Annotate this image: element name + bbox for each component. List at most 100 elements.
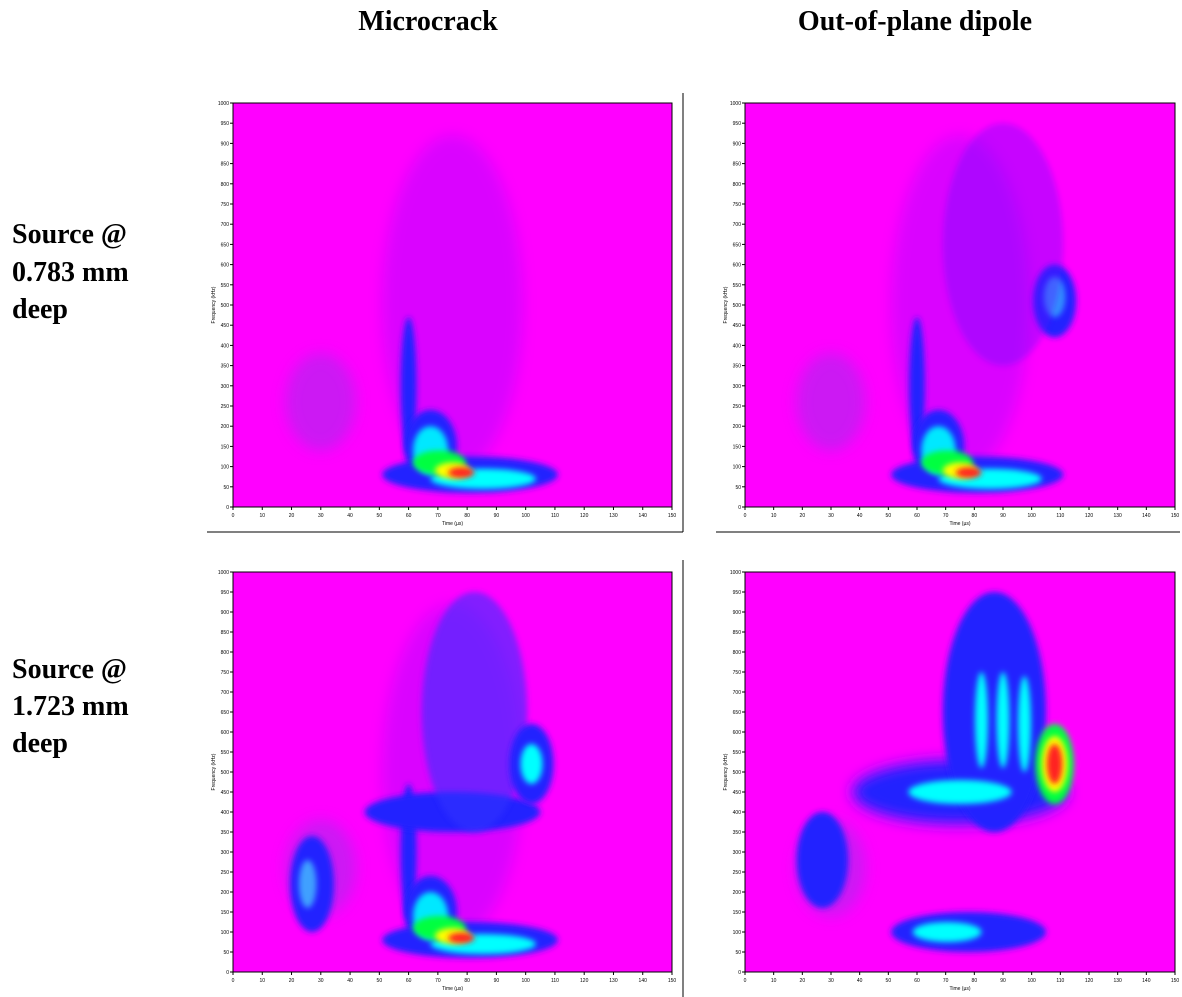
y-tick-label: 750 bbox=[733, 670, 742, 676]
y-tick-label: 600 bbox=[733, 263, 742, 269]
x-axis-label: Time (µs) bbox=[442, 521, 463, 527]
x-tick-label: 70 bbox=[435, 978, 441, 984]
x-tick-label: 70 bbox=[435, 513, 441, 519]
y-tick-label: 0 bbox=[738, 970, 741, 976]
x-tick-label: 90 bbox=[1000, 513, 1006, 519]
row-label: Source @ bbox=[12, 654, 127, 685]
y-tick-label: 750 bbox=[733, 202, 742, 208]
y-tick-label: 350 bbox=[221, 830, 230, 836]
heat-blob bbox=[382, 135, 523, 475]
x-tick-label: 30 bbox=[828, 978, 834, 984]
y-tick-label: 400 bbox=[221, 810, 230, 816]
x-tick-label: 40 bbox=[347, 513, 353, 519]
heat-blob bbox=[975, 672, 988, 768]
dividers bbox=[207, 93, 1180, 997]
y-tick-label: 650 bbox=[221, 710, 230, 716]
y-tick-label: 100 bbox=[733, 930, 742, 936]
y-tick-label: 900 bbox=[733, 610, 742, 616]
x-tick-label: 80 bbox=[464, 978, 470, 984]
spectrogram: 0 10 20 30 40 50 60 70 80 90 100 110 120 130 140 150 0 50… bbox=[723, 570, 1179, 992]
heat-blob bbox=[520, 744, 543, 784]
x-tick-label: 130 bbox=[609, 978, 618, 984]
row-label: deep bbox=[12, 728, 68, 759]
heat-blob bbox=[955, 467, 982, 478]
y-tick-label: 850 bbox=[221, 630, 230, 636]
y-tick-label: 350 bbox=[733, 364, 742, 370]
y-tick-label: 800 bbox=[733, 182, 742, 188]
y-tick-label: 450 bbox=[733, 323, 742, 329]
x-tick-label: 60 bbox=[914, 513, 920, 519]
y-tick-label: 200 bbox=[733, 890, 742, 896]
heat-blob bbox=[908, 780, 1012, 804]
x-tick-label: 40 bbox=[857, 978, 863, 984]
x-tick-label: 100 bbox=[521, 978, 530, 984]
x-tick-label: 130 bbox=[609, 513, 618, 519]
y-tick-label: 950 bbox=[221, 121, 230, 127]
y-tick-label: 900 bbox=[221, 141, 230, 147]
heat-blob bbox=[298, 860, 317, 908]
y-tick-label: 0 bbox=[738, 505, 741, 511]
y-tick-label: 550 bbox=[733, 750, 742, 756]
y-tick-label: 50 bbox=[735, 485, 741, 491]
y-tick-label: 250 bbox=[733, 404, 742, 410]
x-tick-label: 20 bbox=[289, 513, 295, 519]
x-tick-label: 20 bbox=[800, 978, 806, 984]
heat-blob bbox=[796, 812, 849, 908]
x-tick-label: 120 bbox=[1085, 513, 1094, 519]
heat-blob bbox=[448, 467, 475, 478]
row-label: 0.783 mm bbox=[12, 257, 129, 288]
y-tick-label: 200 bbox=[221, 424, 230, 430]
heat-blob bbox=[1018, 676, 1031, 772]
heat bbox=[285, 135, 558, 493]
y-tick-label: 1000 bbox=[730, 570, 741, 576]
row-label: 1.723 mm bbox=[12, 691, 129, 722]
y-tick-label: 800 bbox=[221, 182, 230, 188]
x-tick-label: 70 bbox=[943, 513, 949, 519]
x-axis-label: Time (µs) bbox=[442, 986, 463, 992]
y-tick-label: 700 bbox=[221, 690, 230, 696]
x-tick-label: 30 bbox=[318, 978, 324, 984]
y-tick-label: 200 bbox=[733, 424, 742, 430]
y-tick-label: 700 bbox=[221, 222, 230, 228]
y-tick-label: 1000 bbox=[218, 101, 229, 107]
x-tick-label: 130 bbox=[1113, 978, 1122, 984]
x-tick-label: 110 bbox=[551, 978, 559, 984]
x-tick-label: 20 bbox=[800, 513, 806, 519]
x-tick-label: 80 bbox=[972, 978, 978, 984]
x-tick-label: 0 bbox=[232, 978, 235, 984]
row-label: Source @ bbox=[12, 219, 127, 250]
column-header: Out-of-plane dipole bbox=[798, 6, 1032, 37]
y-tick-label: 500 bbox=[221, 770, 230, 776]
y-tick-label: 350 bbox=[221, 364, 230, 370]
x-tick-label: 30 bbox=[828, 513, 834, 519]
y-tick-label: 650 bbox=[221, 242, 230, 248]
y-tick-label: 850 bbox=[733, 630, 742, 636]
x-tick-label: 100 bbox=[1027, 978, 1036, 984]
y-tick-label: 700 bbox=[733, 222, 742, 228]
heat bbox=[796, 123, 1077, 493]
y-tick-label: 300 bbox=[221, 384, 230, 390]
y-tick-label: 950 bbox=[733, 590, 742, 596]
heat-blob bbox=[942, 592, 1046, 832]
y-tick-label: 500 bbox=[221, 303, 230, 309]
y-tick-label: 100 bbox=[733, 465, 742, 471]
y-tick-label: 150 bbox=[733, 910, 742, 916]
y-tick-label: 550 bbox=[221, 283, 230, 289]
x-tick-label: 20 bbox=[289, 978, 295, 984]
x-axis-label: Time (µs) bbox=[949, 986, 970, 992]
x-tick-label: 120 bbox=[1085, 978, 1094, 984]
x-tick-label: 110 bbox=[1056, 513, 1064, 519]
x-tick-label: 140 bbox=[639, 978, 648, 984]
y-tick-label: 50 bbox=[223, 950, 229, 956]
x-tick-label: 60 bbox=[914, 978, 920, 984]
x-tick-label: 150 bbox=[1171, 513, 1180, 519]
x-tick-label: 80 bbox=[464, 513, 470, 519]
heat bbox=[796, 592, 1074, 952]
x-tick-label: 110 bbox=[1056, 978, 1064, 984]
x-tick-label: 60 bbox=[406, 978, 412, 984]
y-tick-label: 900 bbox=[221, 610, 230, 616]
y-tick-label: 950 bbox=[733, 121, 742, 127]
y-tick-label: 150 bbox=[221, 910, 230, 916]
x-tick-label: 40 bbox=[857, 513, 863, 519]
